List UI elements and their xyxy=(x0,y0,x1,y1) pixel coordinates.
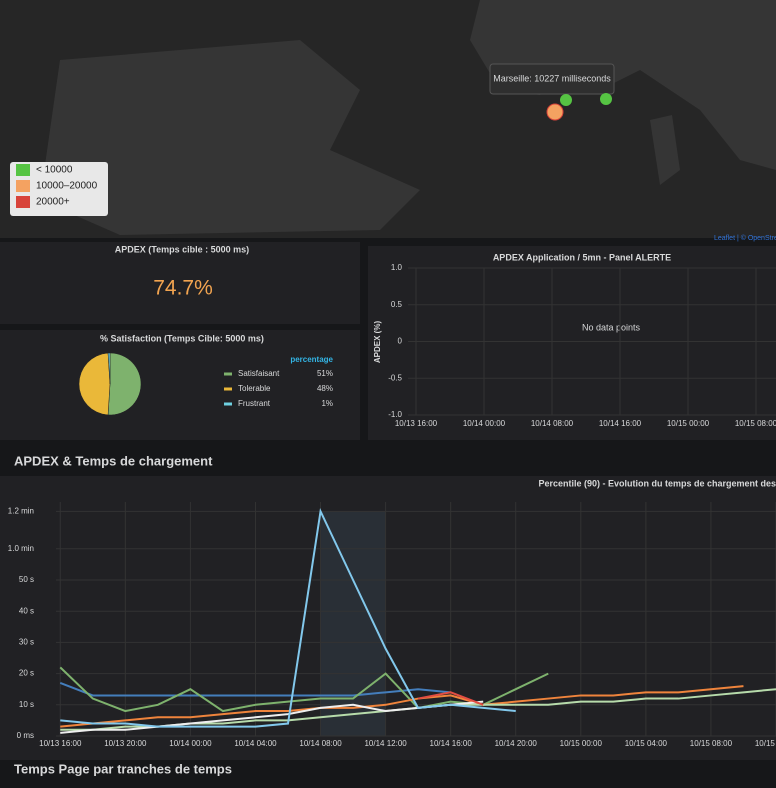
x-tick-label: 10/14 00:00 xyxy=(463,419,506,428)
legend-label: 20000+ xyxy=(36,197,70,208)
x-tick-label: 10/15 12:00 xyxy=(755,739,776,748)
map-marker[interactable] xyxy=(560,94,572,106)
panel-title: Percentile (90) - Evolution du temps de … xyxy=(538,478,776,488)
series-line xyxy=(417,691,484,706)
y-tick-label: 0.5 xyxy=(391,300,403,309)
legend-value: 1% xyxy=(321,399,333,408)
panel-title: % Satisfaction (Temps Cible: 5000 ms) xyxy=(100,333,264,343)
map-marker[interactable] xyxy=(546,103,564,121)
x-tick-label: 10/15 08:00 xyxy=(735,419,776,428)
tooltip-text: Marseille: 10227 milliseconds xyxy=(493,73,611,83)
panel-title: APDEX Application / 5mn - Panel ALERTE xyxy=(493,252,671,262)
series-line xyxy=(60,700,484,734)
y-tick-label: 30 s xyxy=(19,638,34,647)
y-tick-label: 0 ms xyxy=(17,731,34,740)
legend-label: Frustrant xyxy=(238,399,271,408)
x-tick-label: 10/15 08:00 xyxy=(690,739,733,748)
row-title[interactable]: Temps Page par tranches de temps xyxy=(14,761,232,776)
y-tick-label: 50 s xyxy=(19,575,34,584)
row-title[interactable]: APDEX & Temps de chargement xyxy=(14,453,213,468)
x-tick-label: 10/14 16:00 xyxy=(599,419,642,428)
legend-label: Tolerable xyxy=(238,384,271,393)
x-tick-label: 10/14 04:00 xyxy=(234,739,277,748)
map-attribution: Leaflet | © OpenStree xyxy=(714,234,776,242)
stat-value: 74.7% xyxy=(153,277,213,300)
y-tick-label: 40 s xyxy=(19,606,34,615)
x-tick-label: 10/13 20:00 xyxy=(104,739,147,748)
annotation-region xyxy=(320,511,386,736)
x-tick-label: 10/14 20:00 xyxy=(495,739,538,748)
map-tooltip xyxy=(489,63,615,95)
x-tick-label: 10/15 00:00 xyxy=(560,739,603,748)
map-marker[interactable] xyxy=(600,93,612,105)
map-legend xyxy=(10,162,108,216)
x-tick-label: 10/14 12:00 xyxy=(364,739,407,748)
legend-swatch xyxy=(16,196,30,208)
y-tick-label: 1.2 min xyxy=(8,506,34,515)
series-line xyxy=(60,685,744,728)
y-tick-label: 0 xyxy=(398,337,403,346)
map-land xyxy=(650,115,680,185)
x-tick-label: 10/13 16:00 xyxy=(395,419,438,428)
no-data: No data points xyxy=(582,322,641,332)
map-land xyxy=(40,40,420,235)
panel xyxy=(0,242,360,324)
series-line xyxy=(59,682,451,697)
series-line xyxy=(60,507,516,728)
legend-value: 48% xyxy=(317,384,333,393)
legend-swatch xyxy=(16,164,30,176)
x-tick-label: 10/14 16:00 xyxy=(430,739,473,748)
panel xyxy=(0,330,360,440)
panel-title: APDEX (Temps cible : 5000 ms) xyxy=(115,244,249,254)
y-tick-label: 1.0 min xyxy=(8,544,34,553)
panel xyxy=(368,246,776,440)
x-tick-label: 10/14 00:00 xyxy=(169,739,212,748)
y-tick-label: -0.5 xyxy=(388,373,402,382)
x-tick-label: 10/15 00:00 xyxy=(667,419,710,428)
legend-swatch xyxy=(16,180,30,192)
y-tick-label: -1.0 xyxy=(388,410,402,419)
pie-slice xyxy=(107,352,142,416)
legend-label: 10000–20000 xyxy=(36,181,98,192)
legend-label: < 10000 xyxy=(36,165,73,176)
x-tick-label: 10/15 04:00 xyxy=(625,739,668,748)
y-tick-label: 10 s xyxy=(19,700,34,709)
pie-slice xyxy=(78,352,111,416)
x-tick-label: 10/14 08:00 xyxy=(299,739,342,748)
legend-label: Satisfaisant xyxy=(238,369,280,378)
y-tick-label: 20 s xyxy=(19,669,34,678)
x-tick-label: 10/14 08:00 xyxy=(531,419,574,428)
legend-header: percentage xyxy=(290,355,333,364)
panel xyxy=(0,476,776,760)
pie-slice xyxy=(107,352,111,385)
legend-value: 51% xyxy=(317,369,333,378)
x-tick-label: 10/13 16:00 xyxy=(39,739,82,748)
y-axis-label: APDEX (%) xyxy=(373,321,382,364)
map-land xyxy=(0,0,776,170)
y-tick-label: 1.0 xyxy=(391,263,403,272)
